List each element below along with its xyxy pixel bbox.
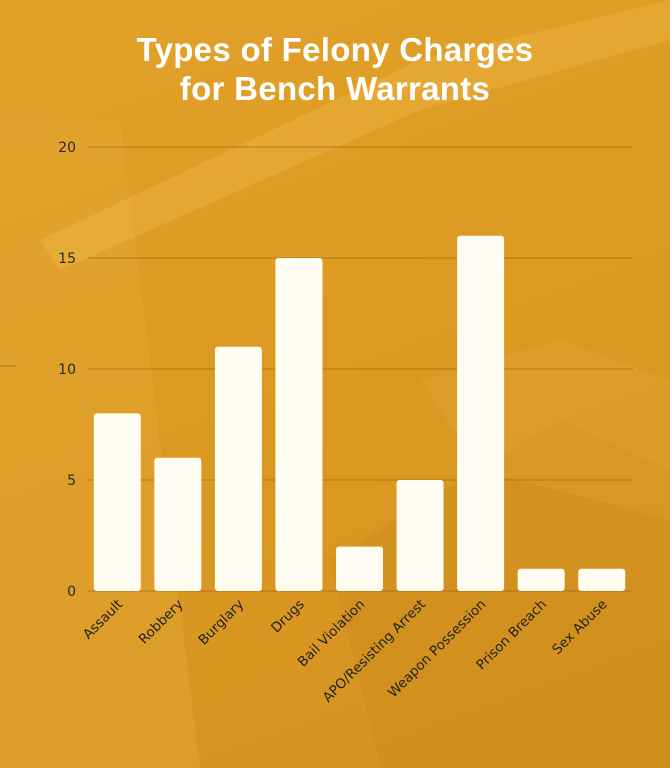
y-tick-label: 0: [67, 584, 76, 600]
x-tick-label: Robbery: [136, 597, 187, 648]
y-tick-label: 5: [67, 473, 76, 489]
x-tick-label: Burglary: [195, 597, 247, 649]
x-tick-label: Drugs: [268, 597, 308, 637]
chart-title-line-2: for Bench Warrants: [179, 70, 491, 107]
y-tick-label: 15: [58, 251, 76, 267]
bar-burglary: [214, 346, 262, 591]
bar-robbery: [154, 457, 202, 591]
x-tick-label: Assault: [80, 597, 126, 643]
chart-title-line-1: Types of Felony Charges: [136, 31, 534, 68]
chart-title: Types of Felony Charges for Bench Warran…: [0, 30, 670, 108]
bar-weapon-possession: [457, 235, 505, 592]
bar-apo-resisting-arrest: [396, 480, 444, 591]
bar-assault: [93, 413, 141, 591]
x-tick-label: Sex Abuse: [549, 597, 610, 658]
y-tick-label: 10: [58, 362, 76, 378]
bar-prison-breach: [517, 568, 565, 591]
bar-bail-violation: [336, 546, 383, 591]
x-tick-label: APO/Resisting Arrest: [320, 597, 429, 706]
bar-drugs: [275, 258, 323, 591]
y-tick-label: 20: [58, 140, 76, 156]
bar-sex-abuse: [578, 568, 626, 591]
